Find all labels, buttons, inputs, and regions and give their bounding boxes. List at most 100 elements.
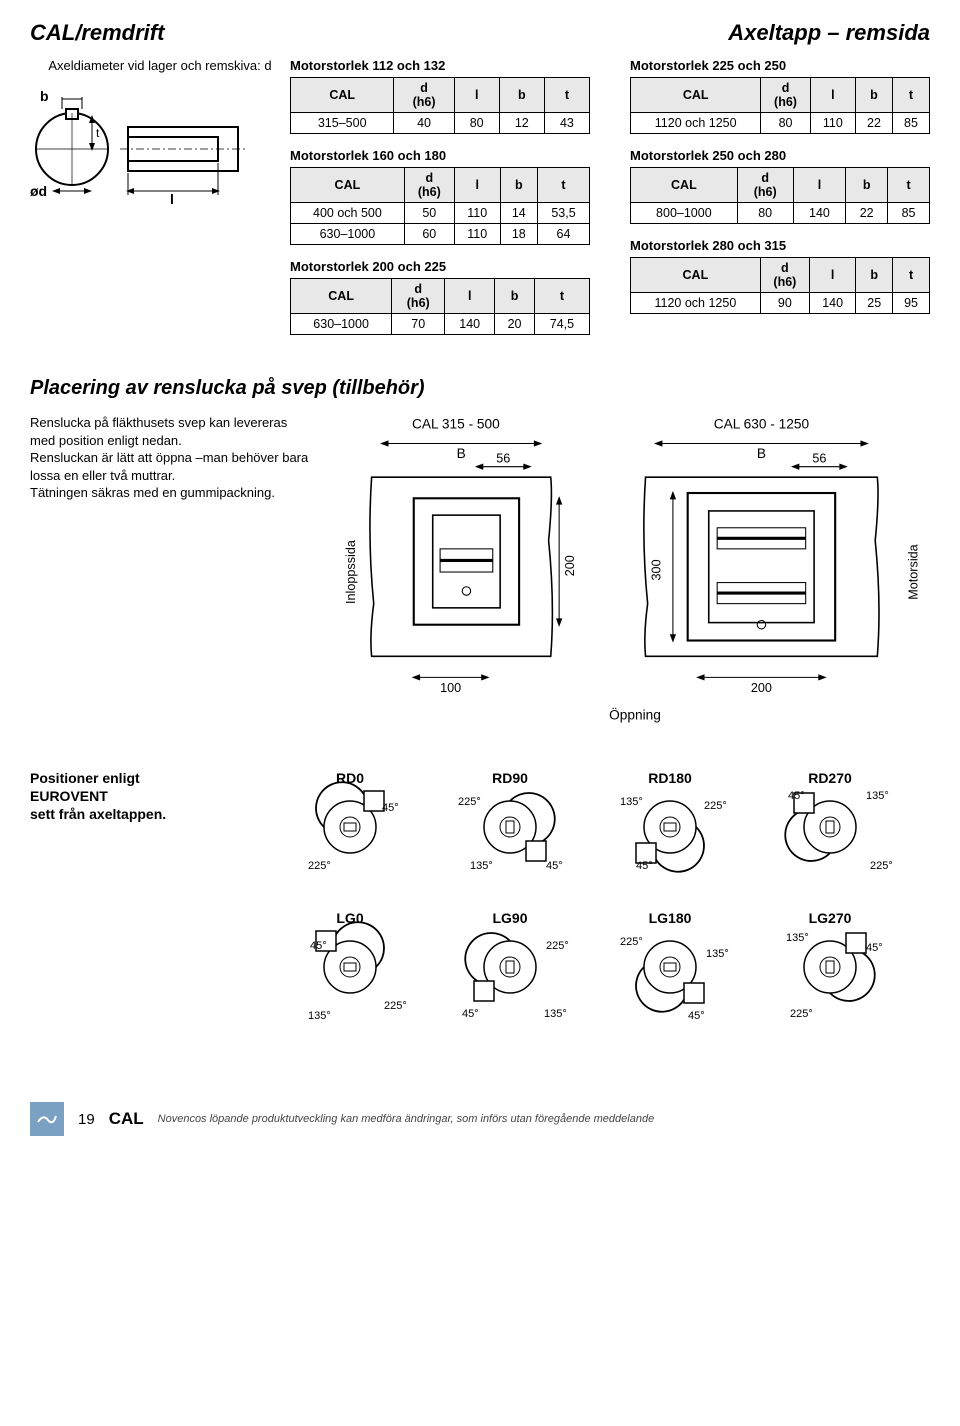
table-cell: 80 — [761, 113, 810, 134]
table-cell: 110 — [454, 203, 500, 224]
svg-text:45°: 45° — [382, 802, 399, 814]
caption-225: Motorstorlek 225 och 250 — [630, 58, 930, 77]
table-cell: 53,5 — [538, 203, 590, 224]
svg-text:200: 200 — [563, 555, 577, 576]
svg-text:RD90: RD90 — [492, 770, 528, 786]
table-280: Motorstorlek 280 och 315 CAL d (h6) l b … — [630, 238, 930, 314]
shaft-diagram: b t ød l — [30, 79, 270, 209]
svg-text:135°: 135° — [786, 932, 809, 944]
svg-text:225°: 225° — [308, 860, 331, 872]
renslucka-p3: Tätningen säkras med en gummipackning. — [30, 484, 310, 502]
table-250: Motorstorlek 250 och 280 CAL d (h6) l b … — [630, 148, 930, 224]
table-cell: 85 — [888, 203, 930, 224]
table-cell: 60 — [404, 224, 454, 245]
table-cell: 50 — [404, 203, 454, 224]
renslucka-p2: Rensluckan är lätt att öppna –man behöve… — [30, 449, 310, 484]
svg-text:135°: 135° — [866, 790, 889, 802]
table-200: Motorstorlek 200 och 225 CAL d (h6) l b … — [290, 259, 590, 335]
svg-text:135°: 135° — [308, 1010, 331, 1022]
table-cell: 74,5 — [534, 314, 589, 335]
svg-text:100: 100 — [440, 681, 461, 695]
svg-text:225°: 225° — [384, 1000, 407, 1012]
svg-text:45°: 45° — [310, 940, 327, 952]
table-225: Motorstorlek 225 och 250 CAL d (h6) l b … — [630, 58, 930, 134]
svg-text:45°: 45° — [688, 1010, 705, 1022]
table-cell: 20 — [495, 314, 535, 335]
table-cell: 25 — [856, 293, 893, 314]
label-b: b — [40, 88, 49, 104]
positions-title: Positioner enligt EUROVENT sett från axe… — [30, 769, 260, 824]
svg-text:56: 56 — [496, 451, 510, 465]
logo-icon — [30, 1102, 64, 1136]
table-cell: 85 — [892, 113, 929, 134]
table-cell: 140 — [445, 314, 495, 335]
table-cell: 630–1000 — [291, 224, 405, 245]
svg-text:RD180: RD180 — [648, 770, 692, 786]
table-cell: 22 — [855, 113, 892, 134]
svg-text:LG270: LG270 — [809, 910, 852, 926]
svg-text:45°: 45° — [462, 1008, 479, 1020]
page-title-right: Axeltapp – remsida — [728, 20, 930, 46]
table-cell: 400 och 500 — [291, 203, 405, 224]
page-footer: 19 CAL Novencos löpande produktutvecklin… — [30, 1102, 930, 1136]
svg-text:135°: 135° — [620, 796, 643, 808]
footer-note: Novencos löpande produktutveckling kan m… — [158, 1113, 655, 1125]
svg-text:225°: 225° — [790, 1008, 813, 1020]
label-l: l — [170, 191, 174, 207]
cap-left: CAL 315 - 500 — [412, 417, 500, 432]
svg-text:225°: 225° — [870, 860, 893, 872]
rd-row: RD0 45° 225° RD90 225° 45° 135° RD180 13… — [308, 770, 893, 872]
svg-text:Öppning: Öppning — [609, 708, 661, 723]
table-cell: 43 — [544, 113, 589, 134]
table-cell: 90 — [760, 293, 809, 314]
table-cell: 12 — [499, 113, 544, 134]
svg-text:225°: 225° — [620, 936, 643, 948]
table-cell: 140 — [809, 293, 855, 314]
renslucka-title: Placering av renslucka på svep (tillbehö… — [30, 377, 930, 400]
svg-text:225°: 225° — [546, 940, 569, 952]
tables-right-col: Motorstorlek 225 och 250 CAL d (h6) l b … — [630, 58, 930, 349]
renslucka-diagram: CAL 315 - 500 B 56 200 Inloppssida 100 — [340, 414, 930, 730]
page-number: 19 — [78, 1111, 95, 1128]
caption-160: Motorstorlek 160 och 180 — [290, 148, 590, 167]
lg-row: LG0 45° 225° 135° LG90 225° 45° 135° LG1… — [308, 910, 883, 1022]
svg-text:Inloppssida: Inloppssida — [344, 539, 358, 604]
caption-200: Motorstorlek 200 och 225 — [290, 259, 590, 278]
svg-text:45°: 45° — [866, 942, 883, 954]
svg-text:B: B — [757, 446, 766, 461]
table-cell: 95 — [893, 293, 930, 314]
caption-112: Motorstorlek 112 och 132 — [290, 58, 590, 77]
table-cell: 1120 och 1250 — [631, 293, 761, 314]
table-cell: 1120 och 1250 — [631, 113, 761, 134]
svg-text:45°: 45° — [636, 860, 653, 872]
table-160: Motorstorlek 160 och 180 CAL d (h6) l b … — [290, 148, 590, 245]
svg-text:45°: 45° — [788, 790, 805, 802]
table-cell: 800–1000 — [631, 203, 738, 224]
table-cell: 22 — [846, 203, 888, 224]
table-cell: 14 — [500, 203, 537, 224]
svg-text:RD270: RD270 — [808, 770, 852, 786]
table-cell: 80 — [737, 203, 793, 224]
table-112: Motorstorlek 112 och 132 CAL d (h6) l b … — [290, 58, 590, 134]
table-cell: 70 — [392, 314, 445, 335]
cap-right: CAL 630 - 1250 — [714, 417, 810, 432]
svg-text:LG180: LG180 — [649, 910, 692, 926]
table-cell: 40 — [394, 113, 454, 134]
svg-text:Motorsida: Motorsida — [906, 543, 920, 599]
svg-text:135°: 135° — [544, 1008, 567, 1020]
table-cell: 315–500 — [291, 113, 394, 134]
svg-text:225°: 225° — [458, 796, 481, 808]
caption-280: Motorstorlek 280 och 315 — [630, 238, 930, 257]
table-cell: 18 — [500, 224, 537, 245]
svg-text:300: 300 — [649, 559, 663, 580]
caption-250: Motorstorlek 250 och 280 — [630, 148, 930, 167]
svg-text:135°: 135° — [706, 948, 729, 960]
positions-diagram: RD0 45° 225° RD90 225° 45° 135° RD180 13… — [290, 769, 930, 1049]
svg-text:LG90: LG90 — [492, 910, 527, 926]
svg-text:135°: 135° — [470, 860, 493, 872]
svg-text:56: 56 — [812, 451, 826, 465]
table-cell: 110 — [810, 113, 855, 134]
label-t: t — [96, 126, 100, 140]
table-cell: 110 — [454, 224, 500, 245]
footer-cal: CAL — [109, 1109, 144, 1129]
